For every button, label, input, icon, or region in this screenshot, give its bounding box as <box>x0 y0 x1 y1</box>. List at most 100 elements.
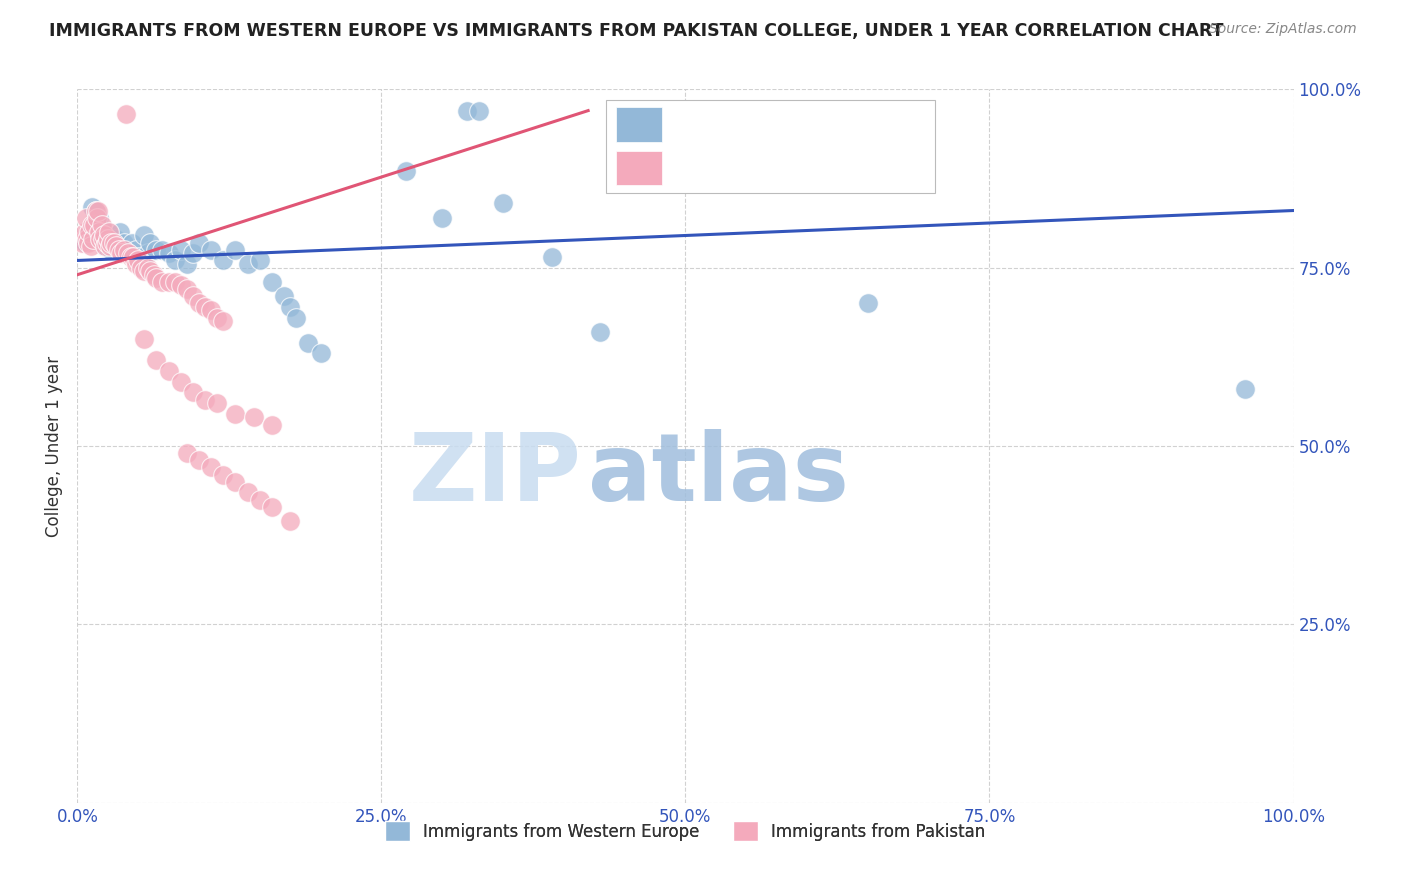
Point <box>194 392 217 407</box>
Point <box>430 211 453 225</box>
Point <box>200 460 222 475</box>
Point <box>152 275 174 289</box>
Point <box>145 353 167 368</box>
Point <box>181 289 204 303</box>
Point <box>170 375 193 389</box>
Point <box>103 235 125 250</box>
Point <box>163 253 186 268</box>
Point <box>224 407 246 421</box>
Point <box>260 275 283 289</box>
Point <box>97 225 120 239</box>
Point <box>200 243 222 257</box>
Point <box>107 243 129 257</box>
Point <box>188 296 211 310</box>
Point <box>181 385 204 400</box>
Point <box>152 243 174 257</box>
Point <box>117 246 139 260</box>
Point <box>97 225 120 239</box>
Point <box>205 310 228 325</box>
Point <box>145 271 167 285</box>
Point <box>157 275 180 289</box>
Point <box>176 282 198 296</box>
Point <box>309 346 332 360</box>
Point <box>139 235 162 250</box>
Point <box>89 211 111 225</box>
Point <box>176 257 198 271</box>
Point <box>83 218 105 232</box>
Point <box>297 335 319 350</box>
Point <box>76 232 98 246</box>
Point <box>134 228 156 243</box>
Point <box>249 253 271 268</box>
Point <box>125 257 148 271</box>
Point <box>115 243 138 257</box>
Point <box>212 467 235 482</box>
Point <box>94 239 117 253</box>
Point <box>86 211 108 225</box>
Point <box>100 243 122 257</box>
Point <box>467 103 489 118</box>
Point <box>236 485 259 500</box>
Point <box>127 253 149 268</box>
Point <box>115 107 138 121</box>
Point <box>139 264 162 278</box>
Point <box>540 250 562 264</box>
Point <box>75 211 97 225</box>
Point <box>84 203 107 218</box>
Point <box>103 235 125 250</box>
Y-axis label: College, Under 1 year: College, Under 1 year <box>45 355 63 537</box>
Point <box>112 243 135 257</box>
Point <box>125 243 148 257</box>
Point <box>82 232 104 246</box>
Point <box>93 228 115 243</box>
Point <box>205 396 228 410</box>
Text: atlas: atlas <box>588 428 849 521</box>
Point <box>278 300 301 314</box>
Point <box>105 232 128 246</box>
Point <box>260 500 283 514</box>
Point <box>70 235 93 250</box>
Point <box>79 225 101 239</box>
Point <box>589 325 612 339</box>
Point <box>91 232 114 246</box>
Point <box>77 235 100 250</box>
Point <box>90 218 112 232</box>
Point <box>142 268 165 282</box>
Point <box>395 164 418 178</box>
Point <box>80 218 103 232</box>
Point <box>134 332 156 346</box>
Text: Source: ZipAtlas.com: Source: ZipAtlas.com <box>1209 22 1357 37</box>
Point <box>87 203 110 218</box>
Point <box>89 225 111 239</box>
Point <box>188 453 211 467</box>
Point <box>176 446 198 460</box>
Point <box>79 225 101 239</box>
Point <box>224 475 246 489</box>
Point <box>112 235 135 250</box>
Point <box>136 260 159 275</box>
Point <box>492 196 515 211</box>
Point <box>212 314 235 328</box>
Point <box>212 253 235 268</box>
Point <box>73 225 96 239</box>
Point <box>194 300 217 314</box>
Point <box>200 303 222 318</box>
Point <box>90 232 112 246</box>
Point <box>181 246 204 260</box>
Point <box>120 250 142 264</box>
Point <box>242 410 264 425</box>
Point <box>117 246 139 260</box>
Point <box>80 239 103 253</box>
Point <box>188 235 211 250</box>
Point <box>224 243 246 257</box>
Point <box>236 257 259 271</box>
Point <box>108 225 131 239</box>
Point <box>157 364 180 378</box>
Point <box>134 264 156 278</box>
Point <box>170 278 193 293</box>
Point <box>73 235 96 250</box>
Point <box>121 235 143 250</box>
Point <box>136 246 159 260</box>
Point <box>278 514 301 528</box>
Point <box>260 417 283 432</box>
